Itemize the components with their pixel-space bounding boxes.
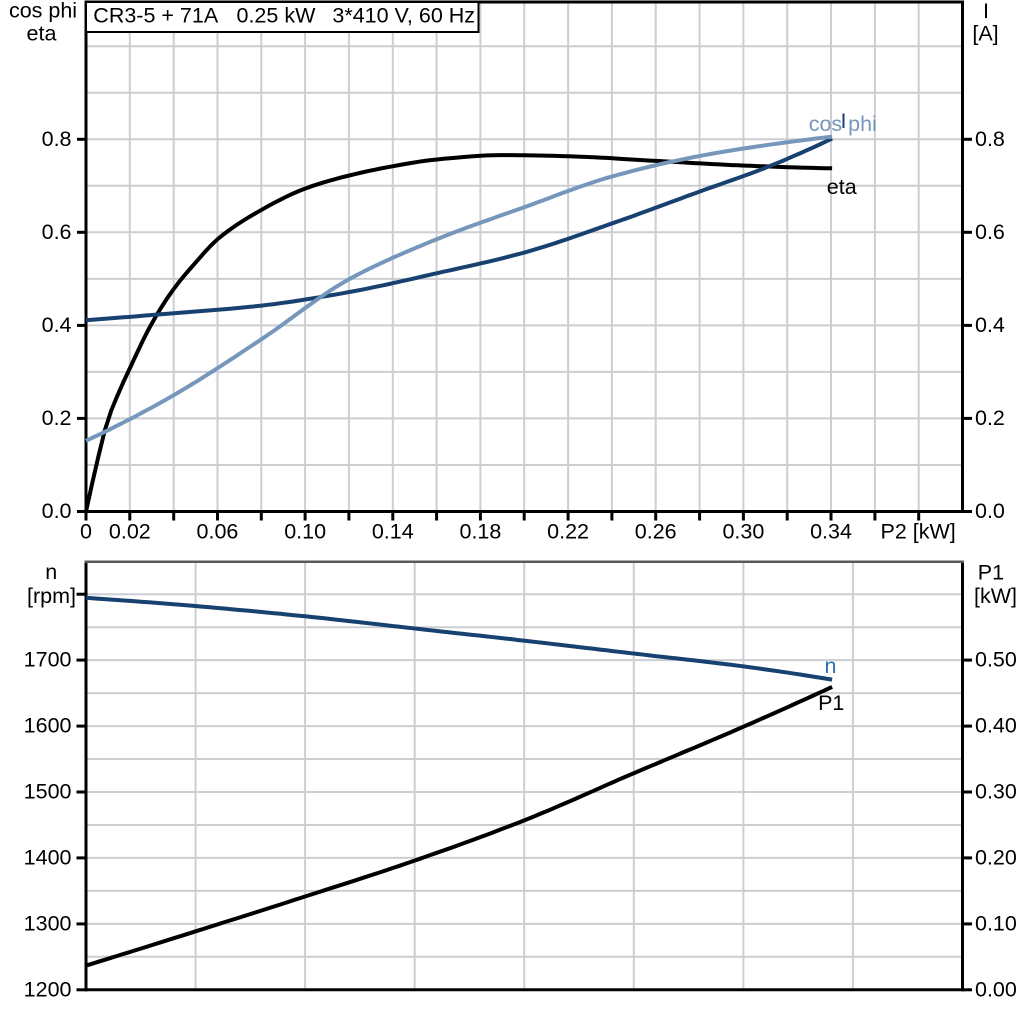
svg-text:cos phi: cos phi <box>9 0 77 23</box>
svg-text:[rpm]: [rpm] <box>27 584 76 608</box>
svg-text:1600: 1600 <box>24 714 72 738</box>
svg-text:I: I <box>983 0 989 23</box>
svg-text:0.2: 0.2 <box>975 406 1005 430</box>
svg-text:0.10: 0.10 <box>284 520 326 544</box>
svg-text:0.50: 0.50 <box>975 648 1017 672</box>
svg-text:0.6: 0.6 <box>975 220 1005 244</box>
svg-text:0.4: 0.4 <box>975 313 1005 337</box>
svg-text:0.02: 0.02 <box>109 520 151 544</box>
svg-text:0: 0 <box>80 520 92 544</box>
svg-text:0.0: 0.0 <box>975 499 1005 523</box>
svg-text:CR3-5 + 71A: CR3-5 + 71A <box>93 4 219 28</box>
svg-text:1700: 1700 <box>24 648 72 672</box>
svg-text:0.4: 0.4 <box>42 313 72 337</box>
svg-text:0.30: 0.30 <box>722 520 764 544</box>
svg-text:0.0: 0.0 <box>42 499 72 523</box>
svg-text:n: n <box>45 560 57 584</box>
svg-text:1400: 1400 <box>24 845 72 869</box>
svg-text:eta: eta <box>27 22 57 46</box>
svg-text:1500: 1500 <box>24 780 72 804</box>
svg-text:0.8: 0.8 <box>42 127 72 151</box>
svg-text:0.2: 0.2 <box>42 406 72 430</box>
svg-text:1300: 1300 <box>24 911 72 935</box>
svg-text:0.06: 0.06 <box>197 520 239 544</box>
svg-text:P1: P1 <box>818 691 844 715</box>
svg-text:0.00: 0.00 <box>975 977 1017 1001</box>
svg-text:P2 [kW]: P2 [kW] <box>881 520 956 544</box>
svg-text:0.20: 0.20 <box>975 845 1017 869</box>
svg-text:0.10: 0.10 <box>975 911 1017 935</box>
svg-text:1200: 1200 <box>24 977 72 1001</box>
svg-text:[A]: [A] <box>972 22 998 46</box>
svg-text:cos phi: cos phi <box>809 112 877 136</box>
svg-text:eta: eta <box>827 175 857 199</box>
svg-text:3*410 V, 60 Hz: 3*410 V, 60 Hz <box>332 4 475 28</box>
svg-text:0.25 kW: 0.25 kW <box>237 4 317 28</box>
svg-text:n: n <box>825 654 837 678</box>
svg-text:[kW]: [kW] <box>974 584 1017 608</box>
svg-text:0.30: 0.30 <box>975 780 1017 804</box>
svg-text:P1: P1 <box>978 561 1004 585</box>
svg-text:0.40: 0.40 <box>975 714 1017 738</box>
svg-text:0.8: 0.8 <box>975 127 1005 151</box>
svg-text:0.34: 0.34 <box>810 520 852 544</box>
svg-text:0.14: 0.14 <box>372 520 414 544</box>
svg-text:0.22: 0.22 <box>547 520 589 544</box>
svg-text:I: I <box>841 109 847 133</box>
svg-text:0.26: 0.26 <box>635 520 677 544</box>
svg-text:0.6: 0.6 <box>42 220 72 244</box>
svg-text:0.18: 0.18 <box>459 520 501 544</box>
